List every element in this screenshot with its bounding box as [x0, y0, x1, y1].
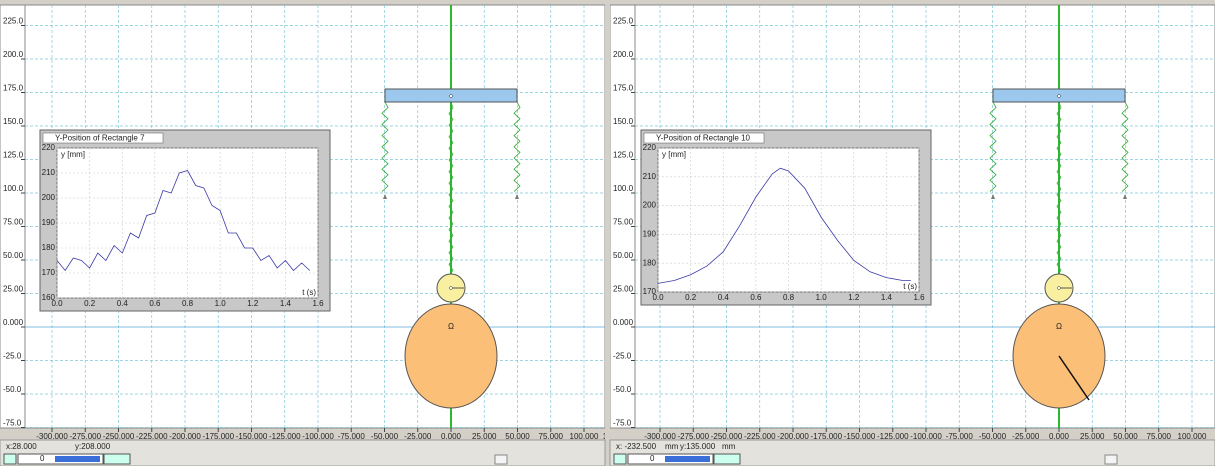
status-y: y:208.000: [75, 442, 111, 451]
pin: [1058, 287, 1061, 290]
graph-x-tick-label: 0.0: [652, 293, 664, 302]
graph-y-tick-label: 190: [643, 230, 657, 239]
pin: [450, 95, 453, 98]
graph-y-tick-label: 180: [42, 243, 56, 252]
graph-title: Y-Position of Rectangle 7: [55, 134, 145, 143]
graph-y-tick-label: 200: [643, 201, 657, 210]
y-ruler-label: 100.0: [3, 184, 24, 193]
graph-x-tick-label: 1.6: [913, 293, 925, 302]
y-ruler-label: 150.0: [3, 117, 24, 126]
y-ruler-label: 100.0: [613, 184, 634, 193]
graph-y-tick-label: 200: [42, 193, 56, 202]
graph-y-tick-label: 210: [42, 168, 56, 177]
y-ruler-label: 75.00: [613, 218, 634, 227]
omega-icon: Ω: [448, 322, 454, 331]
step-buttons[interactable]: [104, 454, 130, 464]
graph-x-tick-label: 0.4: [117, 299, 129, 308]
graph-x-tick-label: 1.0: [816, 293, 828, 302]
y-ruler-label: 125.0: [3, 151, 24, 160]
scroll-thumb[interactable]: [495, 455, 507, 464]
graph-y-tick-label: 180: [643, 258, 657, 267]
pin: [450, 287, 453, 290]
status-x: x: -232.500: [616, 442, 657, 451]
graph-y-label: y [mm]: [662, 150, 686, 159]
y-ruler-label: 25.00: [613, 285, 634, 294]
panel-body: -300.000-275.000-250.000-225.000-200.000…: [0, 5, 632, 441]
status-y: y:135.000: [680, 442, 716, 451]
frame-slider: [55, 456, 100, 462]
y-ruler-label: 225.0: [3, 17, 24, 26]
graph-x-tick-label: 0.2: [685, 293, 697, 302]
graph-x-tick-label: 1.2: [247, 299, 259, 308]
y-ruler-label: -25.0: [3, 352, 22, 361]
omega-icon: Ω: [1056, 322, 1062, 331]
step-buttons[interactable]: [714, 454, 740, 464]
screen: -300.000-275.000-250.000-225.000-200.000…: [0, 0, 1215, 466]
panel: -300.000-275.000-250.000-225.000-200.000…: [0, 5, 632, 466]
graph-x-tick-label: 0.8: [783, 293, 795, 302]
graph-y-tick-label: 210: [643, 172, 657, 181]
graph-x-tick-label: 0.4: [718, 293, 730, 302]
y-ruler-label: 200.0: [613, 50, 634, 59]
y-ruler-label: -25.0: [613, 352, 632, 361]
y-ruler-label: 25.00: [3, 285, 24, 294]
panel: -300.000-275.000-250.000-225.000-200.000…: [610, 5, 1215, 466]
play-button[interactable]: [614, 454, 626, 464]
y-ruler-label: 50.00: [3, 251, 24, 260]
pin: [1058, 95, 1061, 98]
y-ruler-label: -50.0: [613, 385, 632, 394]
left-ruler: [0, 5, 25, 428]
graph-x-tick-label: 1.0: [215, 299, 227, 308]
graph-x-tick-label: 1.4: [280, 299, 292, 308]
graph-y-label: y [mm]: [61, 150, 85, 159]
graph-y-tick-label: 220: [42, 143, 56, 152]
scroll-thumb[interactable]: [1105, 455, 1117, 464]
panel-body: -300.000-275.000-250.000-225.000-200.000…: [610, 5, 1215, 441]
graph-x-tick-label: 0.6: [750, 293, 762, 302]
y-ruler-label: -75.0: [613, 419, 632, 428]
status-x: x:28.000: [6, 442, 37, 451]
y-ruler-label: 225.0: [613, 17, 634, 26]
graph-x-tick-label: 0.0: [51, 299, 63, 308]
y-ruler-label: 50.00: [613, 251, 634, 260]
graph-x-tick-label: 1.4: [881, 293, 893, 302]
play-button[interactable]: [4, 454, 16, 464]
y-ruler-label: 175.0: [3, 84, 24, 93]
y-ruler-label: -50.0: [3, 385, 22, 394]
graph-y-tick-label: 220: [643, 143, 657, 152]
y-ruler-label: 0.000: [613, 318, 634, 327]
graph-y-tick-label: 190: [42, 218, 56, 227]
y-ruler-label: -75.0: [3, 419, 22, 428]
graph-title: Y-Position of Rectangle 10: [656, 134, 751, 143]
frame-value: 0: [650, 454, 655, 463]
y-ruler-label: 200.0: [3, 50, 24, 59]
graph-x-tick-label: 0.2: [84, 299, 96, 308]
status-unit: mm: [722, 442, 736, 451]
graph-x-tick-label: 0.6: [149, 299, 161, 308]
graph-x-label: t (s): [903, 282, 917, 291]
graph-x-tick-label: 0.8: [182, 299, 194, 308]
graph-x-tick-label: 1.6: [312, 299, 324, 308]
status-unit: mm: [665, 442, 679, 451]
y-ruler-label: 75.00: [3, 218, 24, 227]
y-ruler-label: 0.000: [3, 318, 24, 327]
graph-y-tick-label: 170: [42, 268, 56, 277]
left-ruler: [610, 5, 635, 428]
y-ruler-label: 150.0: [613, 117, 634, 126]
graph-x-tick-label: 1.2: [848, 293, 860, 302]
mass-body: [405, 304, 497, 408]
frame-slider: [665, 456, 710, 462]
frame-value: 0: [40, 454, 45, 463]
y-ruler-label: 125.0: [613, 151, 634, 160]
graph-x-label: t (s): [302, 288, 316, 297]
y-ruler-label: 175.0: [613, 84, 634, 93]
